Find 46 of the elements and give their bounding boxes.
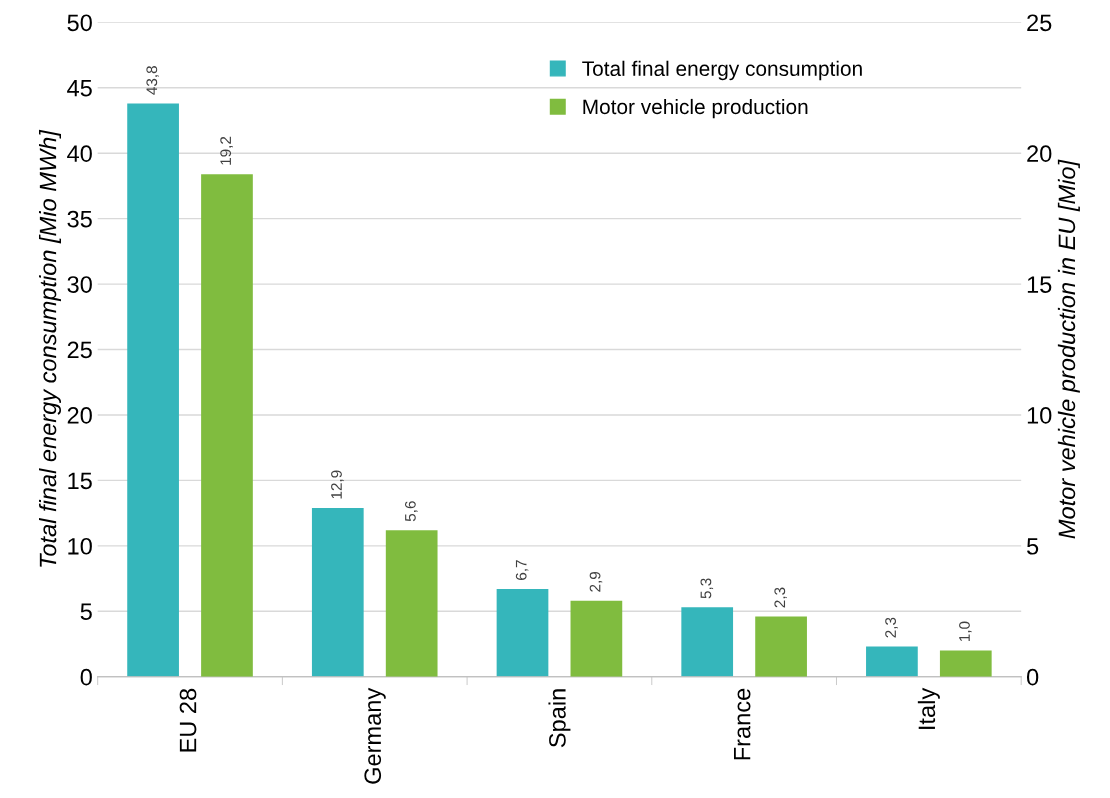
bar: [201, 174, 253, 677]
bar: [496, 589, 549, 677]
x-tick-label: Spain: [548, 689, 571, 748]
bar: [681, 607, 734, 677]
bar: [755, 616, 807, 677]
y-tick-label: 50: [67, 14, 92, 32]
y2-tick-label: 25: [1027, 14, 1052, 32]
bar: [385, 530, 438, 677]
y-tick-label: 45: [67, 80, 92, 97]
data-label: 12,9: [331, 470, 344, 499]
y2-tick-label: 10: [1027, 407, 1052, 424]
data-label: 5,3: [700, 578, 714, 599]
y-tick-label: 20: [67, 407, 92, 424]
y2-tick-label: 0: [1026, 668, 1039, 686]
data-label: 6,7: [515, 560, 529, 580]
y2-axis-title: Motor vehicle production in EU [Mio]: [1057, 159, 1080, 539]
data-label: 19,2: [220, 136, 233, 165]
y-axis-title: Total final energy consumption [Mio MWh]: [38, 129, 61, 567]
data-label: 43,8: [146, 66, 159, 95]
bar: [866, 646, 918, 677]
legend-label: Total final energy consumption: [582, 60, 862, 81]
legend-label: Motor vehicle production: [583, 98, 808, 119]
y-tick-label: 25: [67, 341, 92, 359]
bar: [939, 650, 992, 677]
x-tick-label: EU 28: [179, 688, 197, 752]
bar: [570, 600, 623, 677]
x-tick-label: France: [734, 688, 751, 760]
x-tick-label: Germany: [364, 687, 386, 784]
y2-tick-label: 5: [1027, 538, 1039, 555]
data-label: 1,0: [959, 621, 972, 642]
data-label: 5,6: [404, 501, 418, 522]
y2-tick-label: 20: [1027, 145, 1052, 162]
y-tick-label: 40: [67, 145, 92, 162]
y-tick-label: 0: [80, 668, 92, 686]
y-tick-label: 10: [68, 537, 92, 555]
x-tick-label: Italy: [917, 687, 940, 729]
y-tick-label: 35: [67, 210, 92, 228]
y-tick-label: 5: [80, 603, 92, 621]
bar: [127, 103, 179, 677]
data-label: 2,3: [774, 587, 787, 608]
y-tick-label: 30: [67, 276, 92, 293]
data-label: 2,3: [885, 617, 898, 638]
data-label: 2,9: [589, 571, 603, 592]
y-tick-label: 15: [68, 472, 92, 490]
y2-tick-label: 15: [1027, 276, 1052, 293]
bar: [311, 507, 364, 677]
